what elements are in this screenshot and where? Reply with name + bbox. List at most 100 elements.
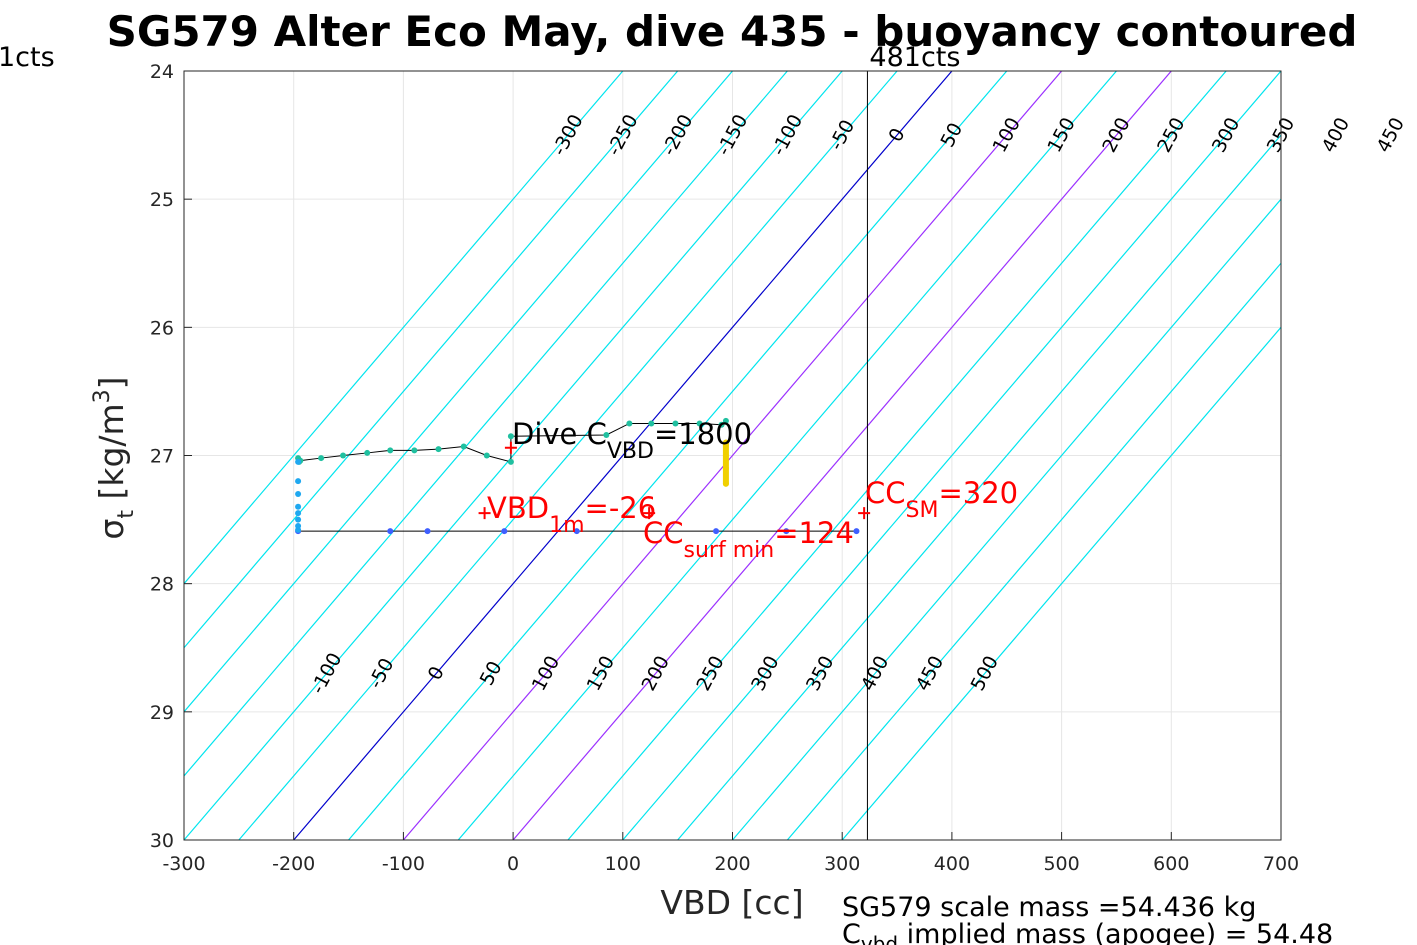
- data-point: [722, 439, 729, 446]
- x-tick-label: 200: [714, 853, 750, 875]
- y-axis-ticks: 24 25 26 27 28 29 30: [150, 61, 192, 852]
- data-point: [460, 443, 467, 450]
- data-point: [387, 528, 394, 535]
- data-point: [722, 452, 729, 459]
- x-tick-label: 700: [1263, 853, 1299, 875]
- plus-marker: [504, 441, 517, 454]
- x-tick-label: 500: [1043, 853, 1079, 875]
- vbd-1m-sub: 1m: [549, 513, 584, 538]
- scale-mass-text: SG579 scale mass =54.436 kg: [842, 892, 1256, 923]
- contour-line: [841, 326, 1281, 840]
- cc-surf-min-annotation: CCsurf min=124: [643, 516, 854, 563]
- data-point: [713, 528, 720, 535]
- data-point: [411, 447, 418, 454]
- x-tick-label: 0: [507, 853, 519, 875]
- contour-lines: [184, 71, 1281, 840]
- contour-label-top: 0: [884, 125, 909, 146]
- contour-line: [512, 71, 1172, 840]
- cc-surf-min-sub: surf min: [684, 538, 775, 563]
- dive-cvbd-annotation: Dive CVBD=1800: [512, 417, 752, 464]
- chart-title: SG579 Alter Eco May, dive 435 - buoyancy…: [107, 7, 1358, 56]
- cc-surf-min-pre: CC: [643, 516, 684, 550]
- data-point: [387, 447, 394, 454]
- data-point: [718, 421, 725, 428]
- cc-sm-value: =320: [938, 476, 1018, 510]
- x-tick-label: -100: [382, 853, 425, 875]
- contour-label-top: -300: [548, 111, 588, 159]
- plus-marker: [858, 507, 871, 520]
- contour-line: [238, 71, 898, 840]
- data-series: [295, 417, 860, 535]
- data-point: [435, 446, 442, 453]
- data-point: [648, 420, 655, 427]
- data-point: [295, 478, 302, 485]
- plus-marker: [478, 507, 491, 520]
- y-axis-label-unit: [kg/m: [92, 403, 131, 510]
- data-point: [340, 452, 347, 459]
- contour-line: [457, 71, 1117, 840]
- left-limit-label: 1cts: [0, 42, 55, 73]
- data-point: [295, 503, 302, 510]
- cc-surf-min-value: =124: [774, 516, 854, 550]
- data-point: [507, 458, 514, 465]
- data-point: [295, 490, 302, 497]
- contour-line: [184, 71, 843, 840]
- annotation-markers: [478, 441, 871, 520]
- vbd-1m-value: =-26: [585, 491, 657, 525]
- y-tick-label: 28: [150, 574, 174, 596]
- implied-mass-pre: C: [842, 919, 861, 945]
- dive-cvbd-value: =1800: [654, 417, 752, 451]
- contour-label-top: 450: [1372, 114, 1408, 156]
- series-line: [297, 420, 727, 463]
- x-tick-label: 300: [824, 853, 860, 875]
- data-point: [573, 528, 580, 535]
- contour-label-top: 400: [1318, 114, 1354, 156]
- contour-label-top: -250: [603, 111, 643, 159]
- data-point: [295, 458, 302, 465]
- y-tick-label: 30: [150, 830, 174, 852]
- y-axis-label-main: σ: [92, 519, 131, 540]
- contour-label-bottom: -100: [307, 649, 347, 697]
- data-point: [853, 528, 860, 535]
- implied-mass-value: implied mass (apogee) = 54.48: [898, 919, 1333, 945]
- contour-label-bottom: 0: [424, 663, 449, 684]
- contour-line: [622, 71, 1281, 840]
- dive-cvbd-pre: Dive C: [512, 417, 607, 451]
- contour-label-top: -200: [658, 111, 698, 159]
- y-tick-label: 24: [150, 61, 174, 83]
- y-axis-label-sub: t: [114, 510, 139, 519]
- x-tick-label: -200: [272, 853, 315, 875]
- data-point: [603, 431, 610, 438]
- data-point: [501, 528, 508, 535]
- y-tick-label: 26: [150, 317, 174, 339]
- x-tick-label: 100: [605, 853, 641, 875]
- cc-sm-pre: CC: [865, 476, 906, 510]
- y-axis-label-unit-sup: 3: [90, 389, 115, 403]
- data-point: [295, 510, 302, 517]
- contour-label-top: -150: [713, 111, 753, 159]
- x-tick-label: -300: [162, 853, 205, 875]
- y-tick-label: 25: [150, 189, 174, 211]
- contour-line: [348, 71, 1008, 840]
- limit-line-label: 481cts: [869, 42, 960, 73]
- data-point: [626, 420, 633, 427]
- y-axis-label: σt [kg/m3]: [90, 376, 139, 539]
- limit-lines: 481cts: [866, 42, 960, 840]
- data-point: [295, 516, 302, 523]
- data-point: [318, 455, 325, 462]
- contour-label-top: 50: [937, 119, 968, 151]
- vbd-1m-annotation: VBD1m=-26: [487, 491, 656, 538]
- contour-line: [402, 71, 1063, 840]
- contour-label-top: -100: [768, 111, 808, 159]
- contour-label-bottom: 50: [476, 658, 507, 690]
- data-point: [722, 480, 729, 487]
- data-point: [364, 449, 371, 456]
- data-point: [696, 420, 703, 427]
- contour-line: [184, 71, 788, 777]
- contour-line: [567, 71, 1227, 840]
- contour-line: [677, 134, 1281, 840]
- implied-mass-text: Cvbd implied mass (apogee) = 54.48: [842, 919, 1333, 945]
- cc-sm-annotation: CCSM=320: [865, 476, 1018, 523]
- contour-line: [184, 71, 679, 649]
